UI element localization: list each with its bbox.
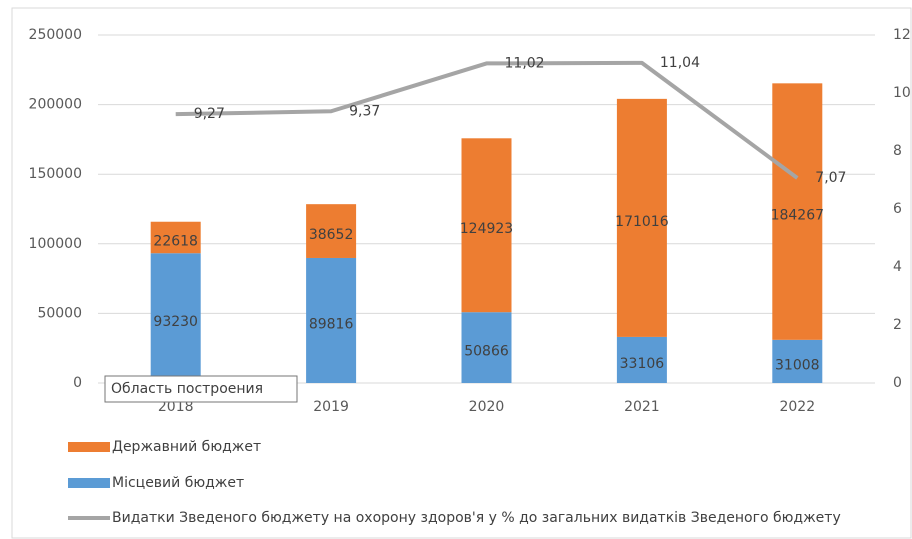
bar-segment — [461, 312, 512, 383]
legend-swatch — [68, 442, 110, 452]
data-label: 50866 — [464, 344, 509, 360]
axes: 0 50000 100000 150000 200000 250000 0 2 4 6 8 10 12 2… — [29, 27, 911, 415]
y2-tick-label: 4 — [893, 259, 902, 275]
legend-label: Видатки Зведеного бюджету на охорону здо… — [112, 510, 841, 526]
y-tick-label: 250000 — [29, 27, 82, 43]
legend-label: Місцевий бюджет — [112, 475, 244, 491]
y-tick-label: 150000 — [29, 166, 82, 182]
y2-tick-label: 0 — [893, 375, 902, 391]
data-label: 11,02 — [505, 55, 545, 71]
x-tick-label: 2022 — [779, 399, 815, 415]
y2-tick-label: 8 — [893, 143, 902, 159]
y2-tick-label: 12 — [893, 27, 911, 43]
y-tick-label: 50000 — [37, 305, 82, 321]
y2-tick-label: 10 — [893, 85, 911, 101]
data-label: 38652 — [309, 227, 354, 243]
data-label: 31008 — [775, 357, 820, 373]
x-tick-label: 2021 — [624, 399, 660, 415]
bar-segment — [616, 336, 667, 383]
y-tick-label: 200000 — [29, 97, 82, 113]
data-label: 89816 — [309, 316, 354, 332]
data-label: 184267 — [771, 208, 824, 224]
data-label: 7,07 — [815, 170, 846, 186]
bar-segment — [616, 98, 667, 337]
line-series — [175, 60, 799, 180]
y2-tick-label: 6 — [893, 201, 902, 217]
data-label: 33106 — [620, 356, 665, 372]
x-tick-label: 2019 — [313, 399, 349, 415]
x-tick-label: 2018 — [158, 399, 194, 415]
y2-tick-label: 2 — [893, 317, 902, 333]
data-label: 9,27 — [194, 106, 225, 122]
bar-segment — [306, 204, 357, 258]
bar-segment — [461, 138, 512, 313]
data-label: 171016 — [615, 214, 669, 230]
data-label: 22618 — [153, 233, 198, 249]
bar-segment — [150, 253, 201, 383]
tooltip-box — [104, 375, 298, 403]
tooltip-text: Область построения — [111, 381, 263, 397]
bar-segment — [150, 221, 201, 254]
data-label: 124923 — [460, 221, 513, 237]
legend-label: Державний бюджет — [112, 439, 261, 455]
bar-segment — [772, 339, 823, 383]
data-label: 11,04 — [660, 55, 700, 71]
data-label: 93230 — [153, 314, 198, 330]
data-label: 9,37 — [349, 103, 380, 119]
y-tick-label: 0 — [73, 375, 82, 391]
bar-segment — [772, 83, 823, 340]
y-tick-label: 100000 — [29, 236, 82, 252]
legend-swatch — [68, 478, 110, 488]
bar-segment — [306, 257, 357, 383]
x-tick-label: 2020 — [469, 399, 505, 415]
